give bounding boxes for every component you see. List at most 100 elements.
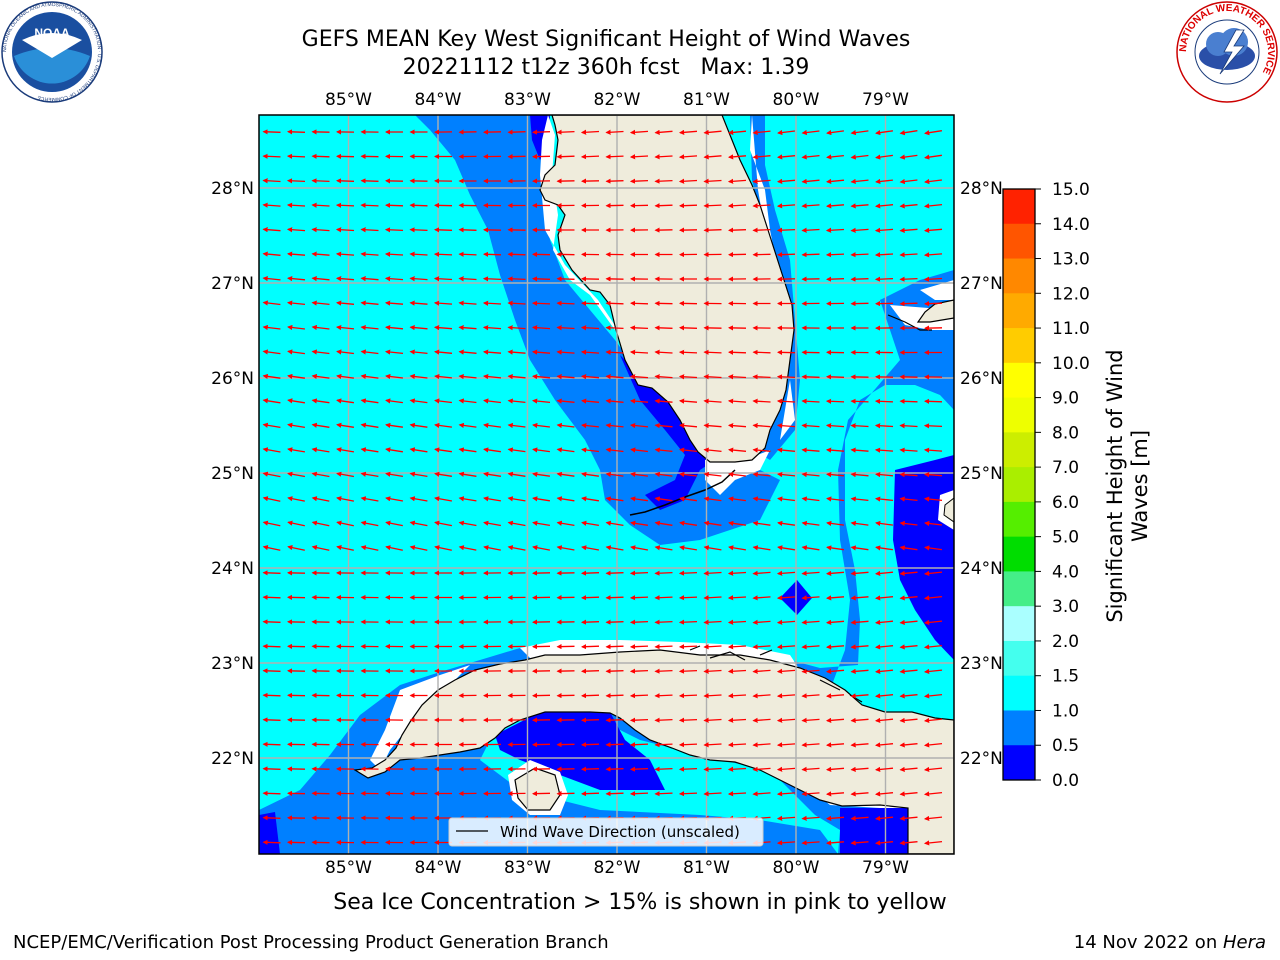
wave-arrow [727,717,747,723]
wave-arrow [776,374,796,380]
lon-label-top-4: 81°W [683,90,730,110]
wave-arrow [629,693,649,699]
wave-arrow [874,791,894,797]
wave-arrow [556,398,575,404]
wave-arrow [384,202,404,208]
wave-arrow [580,595,600,601]
wave-arrow [262,227,281,233]
wave-arrow [434,373,452,380]
wave-arrow [507,251,526,257]
wave-arrow [899,276,918,282]
wave-arrow [409,202,428,208]
wave-arrow [311,545,330,551]
wave-arrow [434,520,453,527]
wave-arrow [531,325,551,331]
lat-label-right-5: 23°N [960,654,1003,674]
wave-arrow [727,227,747,233]
wave-arrow [311,178,330,184]
lat-label-left-5: 23°N [211,654,254,674]
land-cuba [353,649,954,854]
wave-arrow [629,154,649,160]
wave-arrow [385,496,404,502]
wave-arrow [678,766,698,772]
colorbar-tick-label-15: 1.0 [1052,701,1079,721]
wave-arrow [874,398,894,404]
wave-arrow [482,325,502,331]
wave-arrow [262,643,281,649]
wave-arrow [458,373,477,380]
wave-arrow [580,129,600,135]
wave-arrow [360,496,379,502]
wave-arrow [703,398,722,404]
wave-arrow [507,447,526,453]
wave-arrow [678,154,698,160]
wave-arrow [262,398,281,404]
wave-arrow [311,202,330,208]
lon-label-top-2: 83°W [504,90,551,110]
wave-arrow [899,178,918,185]
wave-arrow [826,129,844,136]
wave-arrow [703,471,722,478]
wave-arrow [605,766,624,772]
wave-arrow [899,252,918,258]
wave-arrow [385,520,403,527]
wave-arrow [507,545,526,551]
wave-arrow [311,373,330,380]
wave-arrow [286,129,306,135]
wave-arrow [703,717,722,723]
wave-arrow [336,471,355,478]
wave-arrow [262,594,281,600]
lat-label-left-2: 26°N [211,369,254,389]
wave-arrow [703,766,722,772]
wave-arrow [703,595,722,601]
wave-arrow [311,276,330,282]
wave-arrow [629,422,649,429]
wave-arrow [605,717,624,723]
wave-arrow [409,471,428,478]
wave-arrow [923,668,943,675]
wave-arrow [923,252,943,258]
wave-arrow [384,300,404,306]
wave-arrow [409,251,428,257]
wave-arrow [727,766,747,772]
wave-arrow [262,349,281,355]
wave-arrow [752,693,771,699]
wave-arrow [335,202,355,208]
wave-arrow [287,447,306,453]
lat-label-right-3: 25°N [960,464,1003,484]
wave-arrow [825,717,845,723]
wave-arrow [924,520,942,527]
wave-arrow [262,471,281,478]
wave-arrow [679,520,697,526]
wave-arrow [801,840,820,846]
wave-arrow [776,252,796,258]
wave-arrow [875,154,893,160]
wave-arrow [874,815,894,821]
wave-arrow [801,203,820,209]
wave-arrow [703,447,722,453]
sea-ice-note: Sea Ice Concentration > 15% is shown in … [0,890,1280,915]
lon-label-top-5: 80°W [773,90,820,110]
wave-arrow [899,791,918,797]
wave-arrow [311,300,330,306]
wave-arrow [262,422,281,429]
wave-arrow [727,178,747,184]
wave-arrow [360,545,379,551]
wave-arrow [336,496,355,502]
wave-arrow [605,791,624,797]
wave-arrow [458,300,477,306]
wave-arrow [360,202,379,208]
wave-arrow [384,349,404,355]
wave-arrow [752,545,771,551]
colorbar-bin-0 [1003,745,1035,781]
wave-arrow [703,374,722,380]
wave-arrow [532,496,550,502]
wave-arrow [385,373,403,380]
wave-arrow [556,496,575,502]
wave-arrow [825,570,845,576]
wave-arrow [678,349,698,355]
wave-arrow [384,325,404,331]
wave-arrow [262,668,281,674]
wave-arrow [850,717,869,723]
wave-arrow [727,203,747,209]
